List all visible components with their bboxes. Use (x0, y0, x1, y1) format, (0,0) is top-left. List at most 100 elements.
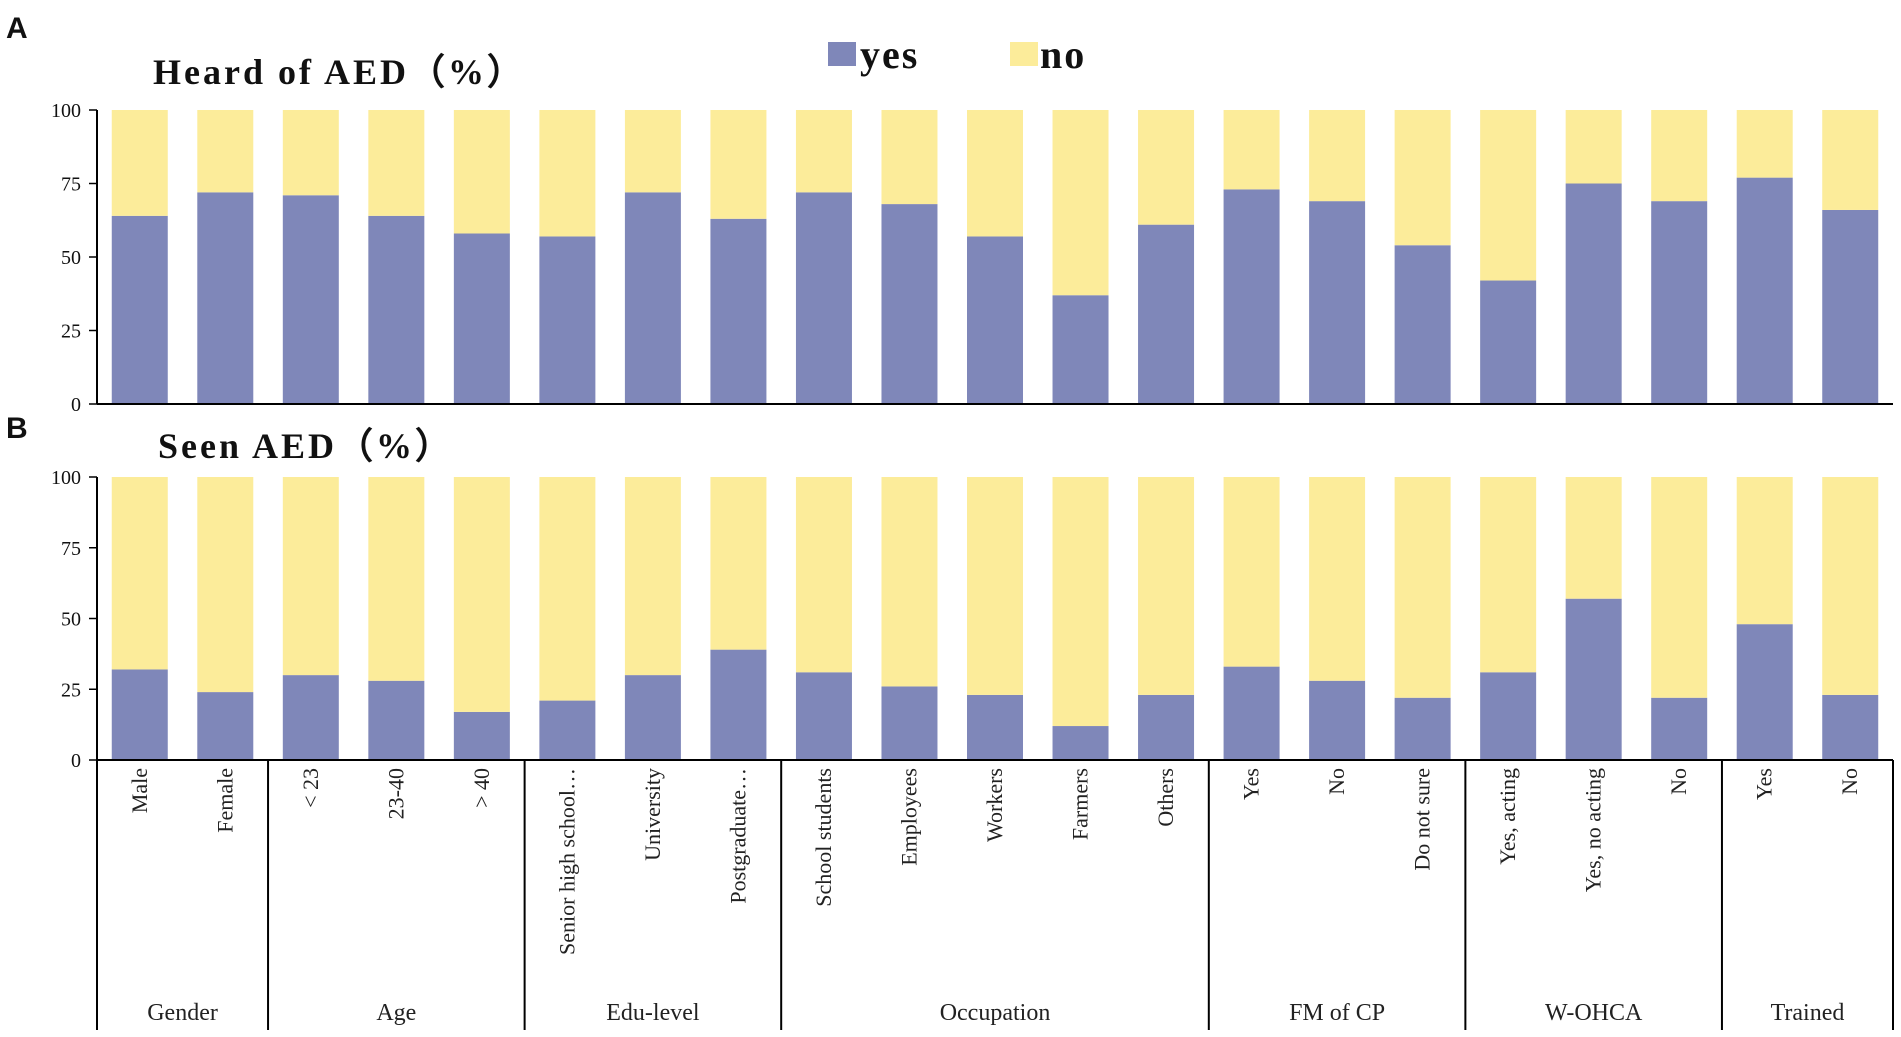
y-tick-label-b-75: 75 (61, 538, 81, 560)
bar-no-b-7 (710, 477, 767, 650)
y-tick-label-a-50: 50 (61, 247, 81, 269)
panel-a-title: Heard of AED（%） (153, 52, 526, 92)
bar-no-b-8 (795, 477, 852, 673)
bar-yes-b-4 (453, 711, 510, 760)
category-label-2: < 23 (298, 768, 323, 808)
category-label-1: Female (212, 768, 237, 833)
y-tick-label-b-0: 0 (71, 750, 81, 772)
category-label-7: Postgraduate… (725, 768, 750, 904)
bar-no-b-0 (111, 477, 168, 670)
category-label-4: > 40 (469, 768, 494, 808)
bar-yes-b-14 (1309, 680, 1366, 760)
bar-no-a-16 (1480, 110, 1537, 281)
legend-yes-label: yes (860, 32, 919, 77)
category-label-13: Yes (1239, 768, 1264, 800)
bar-yes-b-7 (710, 649, 767, 760)
bar-no-a-3 (368, 110, 425, 216)
bar-no-b-14 (1309, 477, 1366, 681)
bar-no-a-2 (282, 110, 339, 196)
bar-yes-b-11 (1052, 726, 1109, 760)
panel-a-letter: A (6, 12, 28, 45)
bar-no-b-9 (881, 477, 938, 687)
panel-b-title: Seen AED（%） (158, 426, 454, 466)
category-label-14: No (1324, 768, 1349, 795)
bar-yes-b-2 (282, 675, 339, 760)
bar-yes-a-13 (1223, 189, 1280, 404)
category-label-12: Others (1153, 768, 1178, 827)
bar-yes-a-3 (368, 215, 425, 404)
category-label-5: Senior high school… (554, 768, 579, 955)
bar-yes-a-2 (282, 195, 339, 404)
panel-a-plot: 0 25 50 75 100 (51, 100, 1893, 416)
bar-no-b-13 (1223, 477, 1280, 667)
panel-b-plot: 0 25 50 75 100 (51, 467, 1893, 772)
bar-yes-b-15 (1394, 697, 1451, 760)
group-label-0: Gender (147, 1000, 218, 1026)
legend-no-label: no (1040, 32, 1086, 77)
y-tick-label-a-0: 0 (71, 394, 81, 416)
legend-yes-swatch (828, 42, 856, 66)
bar-yes-b-13 (1223, 666, 1280, 760)
bar-yes-a-1 (197, 192, 254, 404)
bar-yes-a-7 (710, 218, 767, 404)
bar-yes-a-12 (1138, 224, 1195, 404)
bar-yes-b-6 (624, 675, 681, 760)
bar-yes-a-4 (453, 233, 510, 404)
bar-no-b-18 (1651, 477, 1708, 698)
bar-no-b-10 (967, 477, 1023, 695)
bar-no-b-6 (624, 477, 681, 676)
category-label-6: University (640, 768, 665, 861)
bar-no-b-19 (1736, 477, 1793, 625)
group-label-6: Trained (1771, 1000, 1845, 1026)
group-label-1: Age (376, 1000, 416, 1026)
bar-no-b-15 (1394, 477, 1451, 698)
bar-yes-b-0 (111, 669, 168, 760)
bar-no-a-0 (111, 110, 168, 216)
bar-no-a-11 (1052, 110, 1109, 296)
bar-no-a-19 (1736, 110, 1793, 178)
category-label-16: Yes, acting (1495, 768, 1520, 865)
y-tick-label-b-100: 100 (51, 467, 81, 489)
y-tick-label-a-25: 25 (61, 321, 81, 343)
bar-no-a-20 (1822, 110, 1879, 210)
bar-no-b-20 (1822, 477, 1879, 695)
bar-no-b-17 (1565, 477, 1622, 599)
category-label-17: Yes, no acting (1581, 768, 1606, 892)
category-axis: Male Female < 23 23-40 > 40 Senior high schoo… (96, 760, 1894, 1030)
bar-no-a-14 (1309, 110, 1366, 202)
bar-no-b-12 (1138, 477, 1195, 695)
bar-yes-a-20 (1822, 209, 1879, 404)
bar-yes-a-15 (1394, 245, 1451, 404)
bar-no-a-18 (1651, 110, 1708, 202)
bar-yes-b-18 (1651, 697, 1708, 760)
category-label-11: Farmers (1068, 768, 1093, 840)
category-label-10: Workers (982, 768, 1007, 842)
bar-yes-a-6 (624, 192, 681, 404)
bar-no-a-17 (1565, 110, 1622, 184)
category-label-8: School students (811, 768, 836, 907)
bar-no-a-13 (1223, 110, 1280, 190)
bar-no-b-4 (453, 477, 510, 712)
y-tick-label-a-75: 75 (61, 174, 81, 196)
y-tick-label-b-50: 50 (61, 609, 81, 631)
bar-yes-b-1 (197, 692, 254, 760)
bar-yes-b-12 (1138, 694, 1195, 760)
bar-yes-a-8 (795, 192, 852, 404)
category-label-19: Yes (1752, 768, 1777, 800)
bar-yes-a-0 (111, 215, 168, 404)
bar-yes-b-10 (967, 694, 1023, 760)
category-label-18: No (1666, 768, 1691, 795)
bar-yes-a-14 (1309, 201, 1366, 404)
bar-yes-b-5 (539, 700, 596, 760)
bar-yes-a-11 (1052, 295, 1109, 404)
bar-yes-a-17 (1565, 183, 1622, 404)
y-tick-label-a-100: 100 (51, 100, 81, 122)
group-label-5: W-OHCA (1545, 1000, 1643, 1026)
bar-yes-a-18 (1651, 201, 1708, 404)
bar-no-b-2 (282, 477, 339, 676)
category-label-20: No (1837, 768, 1862, 795)
bar-no-a-8 (795, 110, 852, 193)
group-label-3: Occupation (940, 1000, 1051, 1026)
bar-no-a-10 (967, 110, 1023, 237)
